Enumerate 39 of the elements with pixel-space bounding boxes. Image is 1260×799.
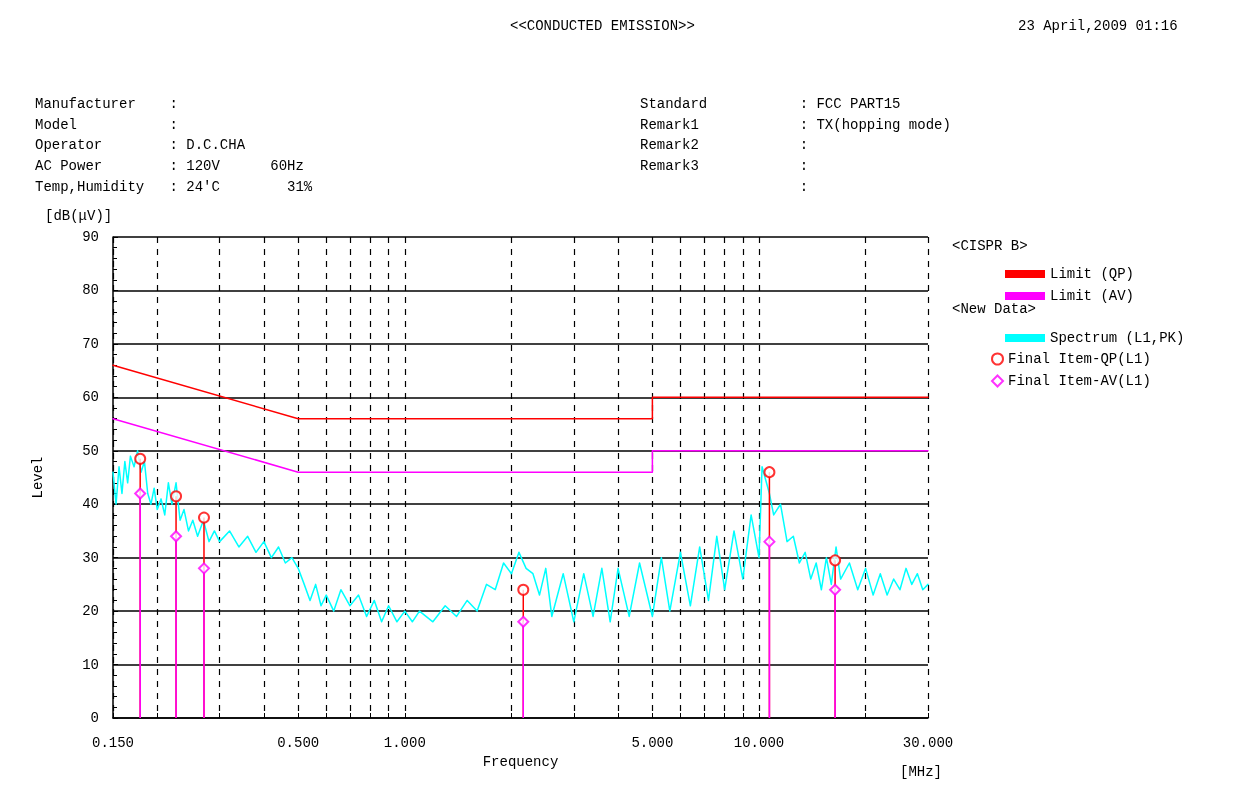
x-tick-label: 5.000 (631, 735, 674, 751)
x-tick-label: 10.000 (733, 735, 785, 751)
x-tick-label: 0.500 (277, 735, 320, 751)
text: Remark2 : (640, 137, 809, 153)
legend-label: Final Item-AV(L1) (1008, 373, 1151, 389)
y-tick-label: 20 (82, 603, 99, 620)
text: <CISPR B> (952, 238, 1028, 254)
y-tick-label: 50 (82, 442, 99, 459)
y-tick-label: 70 (82, 335, 99, 352)
y-tick-label: 30 (82, 549, 99, 566)
chart-title: <<CONDUCTED EMISSION>> (510, 18, 695, 34)
y-tick-label: 90 (82, 229, 99, 245)
text: Manufacturer : (35, 96, 178, 112)
text: Standard : FCC PART15 (640, 96, 901, 112)
x-tick-label: 0.150 (91, 735, 135, 751)
text: AC Power : 120V 60Hz (35, 158, 304, 174)
text: Model : (35, 117, 178, 133)
y-tick-label: 0 (90, 710, 99, 726)
text: [MHz] (900, 764, 943, 780)
x-tick-label: 30.000 (902, 735, 954, 751)
legend-label: Spectrum (L1,PK) (1050, 330, 1185, 346)
text: : (798, 179, 809, 195)
text: Operator : D.C.CHA (35, 137, 246, 153)
y-tick-label: 40 (82, 496, 99, 513)
legend-label: Final Item-QP(L1) (1008, 351, 1151, 367)
text: <New Data> (952, 301, 1037, 317)
text: Remark3 : (640, 158, 809, 174)
text: [dB(μV)] (45, 208, 113, 224)
y-tick-label: 80 (82, 282, 99, 299)
x-tick-label: 1.000 (383, 735, 426, 751)
text: Temp,Humidity : 24'C 31% (35, 179, 313, 195)
legend-label: Limit (AV) (1050, 288, 1135, 304)
y-tick-label: 60 (82, 389, 99, 406)
text: Remark1 : TX(hopping mode) (640, 117, 951, 133)
text: 23 April,2009 01:16 (1018, 18, 1178, 34)
x-axis-title: Frequency (482, 753, 559, 770)
y-tick-label: 10 (82, 656, 99, 673)
y-axis-title: Level (30, 456, 46, 499)
legend-label: Limit (QP) (1050, 266, 1135, 282)
